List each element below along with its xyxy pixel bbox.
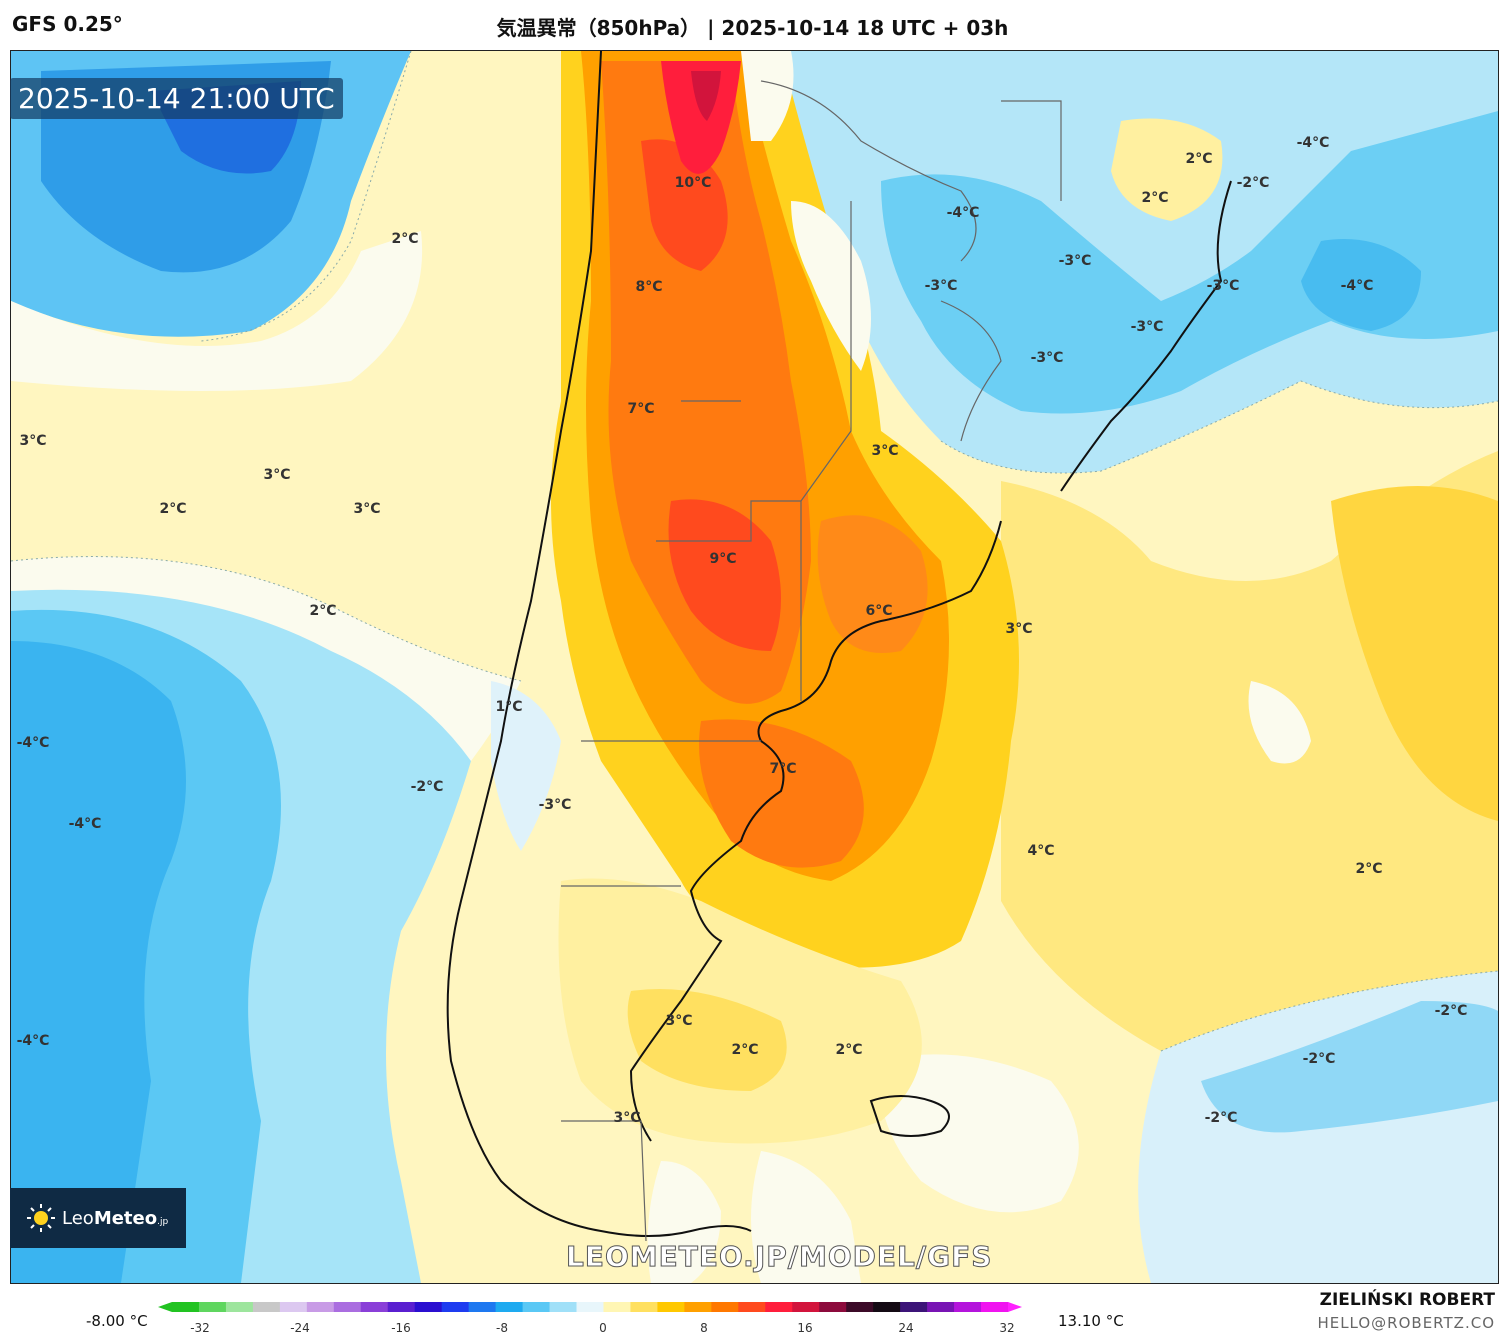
colorbar-segment (711, 1302, 739, 1312)
colorbar-min-label: -8.00 °C (86, 1312, 148, 1330)
colorbar-segment (954, 1302, 982, 1312)
colorbar-tick-label: 8 (700, 1321, 708, 1335)
temperature-label: -4°C (1340, 278, 1374, 294)
temperature-label: -4°C (68, 816, 102, 832)
temperature-label: 3°C (263, 467, 291, 483)
colorbar-segment (792, 1302, 820, 1312)
temperature-label: 3°C (665, 1013, 693, 1029)
colorbar-segment (468, 1302, 497, 1312)
author-email[interactable]: HELLO@ROBERTZ.CO (1317, 1314, 1495, 1332)
colorbar-segment (819, 1302, 847, 1312)
map-canvas (11, 51, 1498, 1283)
temperature-label: 2°C (835, 1042, 863, 1058)
logo-text: LeoMeteo.jp (62, 1207, 169, 1229)
colorbar-tick-label: -16 (391, 1321, 411, 1335)
temperature-label: -2°C (1434, 1003, 1468, 1019)
colorbar: -32 -24 -16 -8 0 8 16 24 32 (158, 1302, 1022, 1335)
temperature-label: -3°C (1206, 278, 1240, 294)
colorbar-segment (873, 1302, 901, 1312)
temperature-label: -3°C (1030, 350, 1064, 366)
colorbar-segment (333, 1302, 362, 1312)
colorbar-segment (225, 1302, 254, 1312)
model-name: GFS 0.25° (12, 12, 123, 36)
colorbar-tick-label: 0 (599, 1321, 607, 1335)
colorbar-segment (441, 1302, 470, 1312)
temperature-label: 3°C (871, 443, 899, 459)
colorbar-segment (981, 1302, 1009, 1312)
colorbar-segment (172, 1302, 200, 1312)
colorbar-segment (900, 1302, 928, 1312)
temperature-label: 2°C (731, 1042, 759, 1058)
temperature-label: 3°C (353, 501, 381, 517)
temperature-label: 2°C (1185, 151, 1213, 167)
colorbar-segment (630, 1302, 658, 1312)
colorbar-segment (414, 1302, 443, 1312)
temperature-label: 2°C (1355, 861, 1383, 877)
colorbar-segment (927, 1302, 955, 1312)
colorbar-tick-label: -8 (496, 1321, 508, 1335)
colorbar-segment (738, 1302, 766, 1312)
colorbar-segment (657, 1302, 685, 1312)
temperature-label: -4°C (16, 1033, 50, 1049)
temperature-label: 3°C (19, 433, 47, 449)
colorbar-segment (576, 1302, 604, 1312)
temperature-label: -2°C (1204, 1110, 1238, 1126)
colorbar-tick-label: -32 (190, 1321, 210, 1335)
colorbar-tick-label: -24 (290, 1321, 310, 1335)
temperature-label: -4°C (16, 735, 50, 751)
temperature-label: -3°C (538, 797, 572, 813)
temperature-label: 3°C (613, 1110, 641, 1126)
temperature-label: 7°C (769, 761, 797, 777)
temperature-label: 2°C (159, 501, 187, 517)
temperature-label: -4°C (1296, 135, 1330, 151)
anomaly-map: 10°C 8°C 7°C 9°C 6°C 7°C 3°C 3°C 4°C 2°C 2°C 3°C 3°C… (10, 50, 1499, 1284)
sun-icon (27, 1204, 55, 1232)
leometeo-logo[interactable]: LeoMeteo.jp (10, 1188, 186, 1248)
colorbar-segment (279, 1302, 308, 1312)
temperature-label: 2°C (1141, 190, 1169, 206)
colorbar-segment (387, 1302, 416, 1312)
colorbar-tick-label: 24 (898, 1321, 913, 1335)
colorbar-segment (603, 1302, 631, 1312)
author-credit: ZIELIŃSKI ROBERT (1319, 1290, 1495, 1310)
temperature-label: -2°C (410, 779, 444, 795)
colorbar-segment (198, 1302, 227, 1312)
colorbar-max-label: 13.10 °C (1058, 1312, 1124, 1330)
temperature-label: 10°C (674, 175, 712, 191)
colorbar-right-tip (1008, 1302, 1022, 1312)
temperature-label: 3°C (1005, 621, 1033, 637)
colorbar-segment (495, 1302, 524, 1312)
temperature-label: 8°C (635, 279, 663, 295)
temperature-label: -4°C (946, 205, 980, 221)
colorbar-segment (360, 1302, 389, 1312)
temperature-label: 4°C (1027, 843, 1055, 859)
temperature-label: -3°C (1058, 253, 1092, 269)
temperature-label: 6°C (865, 603, 893, 619)
colorbar-left-tip (158, 1302, 172, 1312)
colorbar-segment (846, 1302, 874, 1312)
colorbar-segment (549, 1302, 578, 1312)
temperature-label: 1°C (495, 699, 523, 715)
site-url-watermark[interactable]: LEOMETEO.JP/MODEL/GFS (565, 1240, 993, 1274)
colorbar-segment (765, 1302, 793, 1312)
colorbar-segment (306, 1302, 335, 1312)
colorbar-segment (252, 1302, 281, 1312)
temperature-label: -3°C (924, 278, 958, 294)
temperature-label: 2°C (391, 231, 419, 247)
temperature-label: -2°C (1302, 1051, 1336, 1067)
temperature-label: 2°C (309, 603, 337, 619)
temperature-label: -2°C (1236, 175, 1270, 191)
colorbar-segment (684, 1302, 712, 1312)
valid-time-badge: 2025-10-14 21:00 UTC (10, 78, 343, 119)
chart-title: 気温異常（850hPa） | 2025-10-14 18 UTC + 03h (496, 16, 1009, 40)
colorbar-tick-label: 32 (999, 1321, 1014, 1335)
colorbar-segment (522, 1302, 551, 1312)
temperature-label: 9°C (709, 551, 737, 567)
colorbar-tick-label: 16 (797, 1321, 812, 1335)
temperature-label: 7°C (627, 401, 655, 417)
temperature-label: -3°C (1130, 319, 1164, 335)
